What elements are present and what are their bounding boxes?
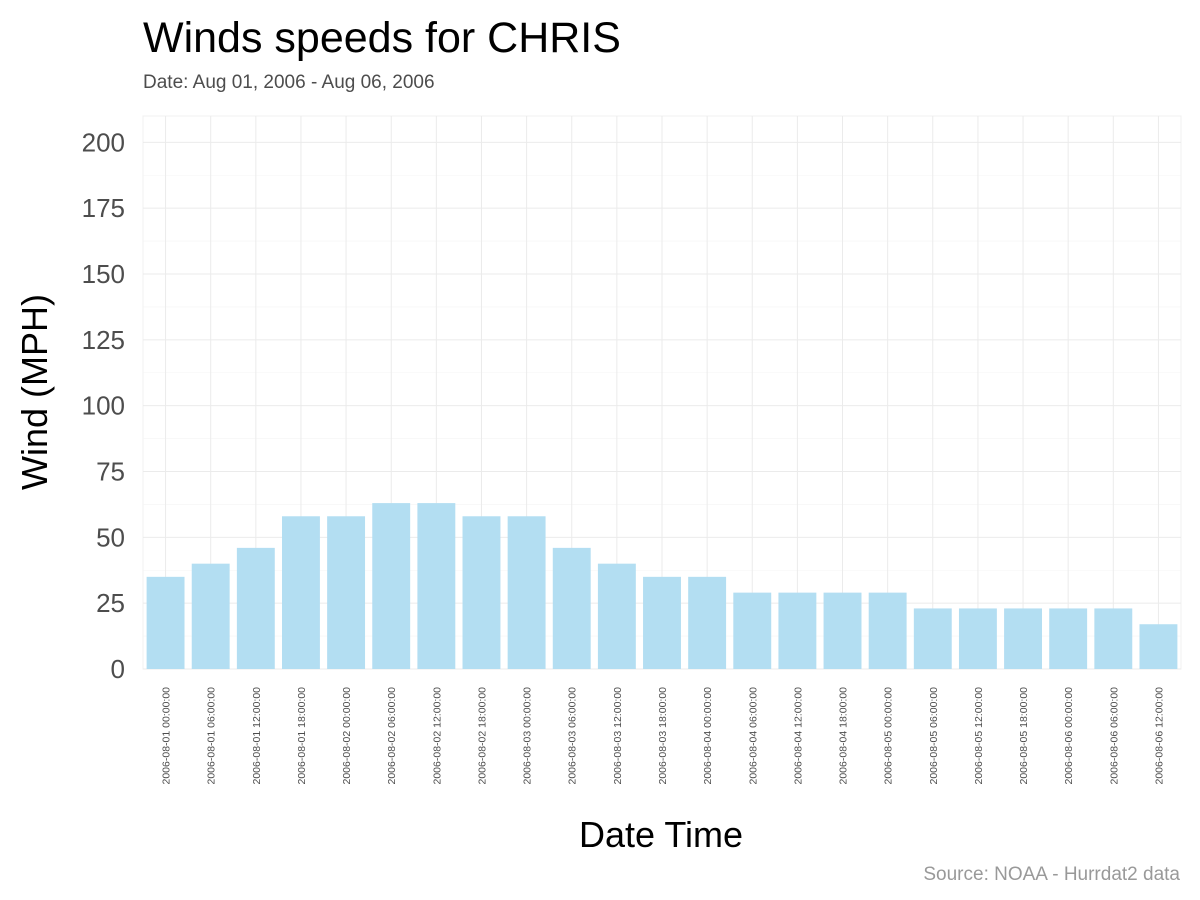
y-tick-label: 100: [82, 391, 125, 421]
x-tick-label: 2006-08-03 06:00:00: [567, 687, 579, 785]
y-tick-label: 150: [82, 259, 125, 289]
y-tick-label: 0: [111, 654, 125, 684]
chart-subtitle: Date: Aug 01, 2006 - Aug 06, 2006: [143, 72, 435, 93]
y-tick-label: 75: [96, 457, 125, 487]
bar: [868, 592, 907, 669]
x-tick-label: 2006-08-01 12:00:00: [251, 687, 263, 785]
x-tick-label: 2006-08-06 06:00:00: [1108, 687, 1120, 785]
bar: [597, 563, 636, 669]
bar: [1049, 608, 1088, 669]
x-tick-label: 2006-08-04 00:00:00: [702, 687, 714, 785]
x-tick-label: 2006-08-01 00:00:00: [161, 687, 173, 785]
x-tick-label: 2006-08-02 00:00:00: [341, 687, 353, 785]
y-tick-labels: 0 25 50 75 100 125 150 175 200: [82, 127, 125, 684]
x-tick-label: 2006-08-05 12:00:00: [973, 687, 985, 785]
bar: [688, 576, 727, 669]
y-tick-label: 50: [96, 522, 125, 552]
y-axis-label: Wind (MPH): [14, 294, 55, 490]
x-tick-label: 2006-08-03 12:00:00: [612, 687, 624, 785]
x-tick-label: 2006-08-01 18:00:00: [296, 687, 308, 785]
chart-title: Winds speeds for CHRIS: [143, 14, 621, 62]
bar: [327, 516, 366, 669]
y-tick-label: 175: [82, 193, 125, 223]
bar: [146, 576, 185, 669]
y-tick-label: 125: [82, 325, 125, 355]
bar: [958, 608, 997, 669]
x-tick-label: 2006-08-03 00:00:00: [522, 687, 534, 785]
bars: [146, 503, 1178, 669]
x-tick-label: 2006-08-02 18:00:00: [476, 687, 488, 785]
bar: [1004, 608, 1042, 669]
x-tick-label: 2006-08-05 00:00:00: [883, 687, 895, 785]
x-tick-label: 2006-08-06 00:00:00: [1063, 687, 1075, 785]
chart-caption: Source: NOAA - Hurrdat2 data: [923, 864, 1180, 885]
bar: [913, 608, 952, 669]
bar: [823, 592, 862, 669]
x-axis-label: Date Time: [579, 814, 743, 855]
bar: [282, 516, 320, 669]
bar: [507, 516, 546, 669]
x-tick-label: 2006-08-05 06:00:00: [928, 687, 940, 785]
bar: [372, 503, 411, 669]
bar: [1139, 624, 1178, 669]
x-tick-label: 2006-08-05 18:00:00: [1018, 687, 1030, 785]
x-tick-label: 2006-08-01 06:00:00: [206, 687, 218, 785]
x-tick-labels: 2006-08-01 00:00:00 2006-08-01 06:00:00 20…: [161, 687, 1166, 785]
x-tick-label: 2006-08-02 12:00:00: [431, 687, 443, 785]
bar: [417, 503, 456, 669]
y-tick-label: 25: [96, 588, 125, 618]
x-tick-label: 2006-08-02 06:00:00: [386, 687, 398, 785]
bar: [236, 547, 275, 669]
bar: [733, 592, 772, 669]
bar: [191, 563, 230, 669]
bar: [1094, 608, 1133, 669]
bar: [552, 547, 591, 669]
x-tick-label: 2006-08-04 12:00:00: [792, 687, 804, 785]
x-tick-label: 2006-08-06 12:00:00: [1153, 687, 1165, 785]
bar: [643, 576, 681, 669]
y-tick-label: 200: [82, 127, 125, 157]
x-tick-label: 2006-08-04 18:00:00: [838, 687, 850, 785]
x-tick-label: 2006-08-04 06:00:00: [747, 687, 759, 785]
x-tick-label: 2006-08-03 18:00:00: [657, 687, 669, 785]
bar: [778, 592, 817, 669]
bar: [462, 516, 501, 669]
